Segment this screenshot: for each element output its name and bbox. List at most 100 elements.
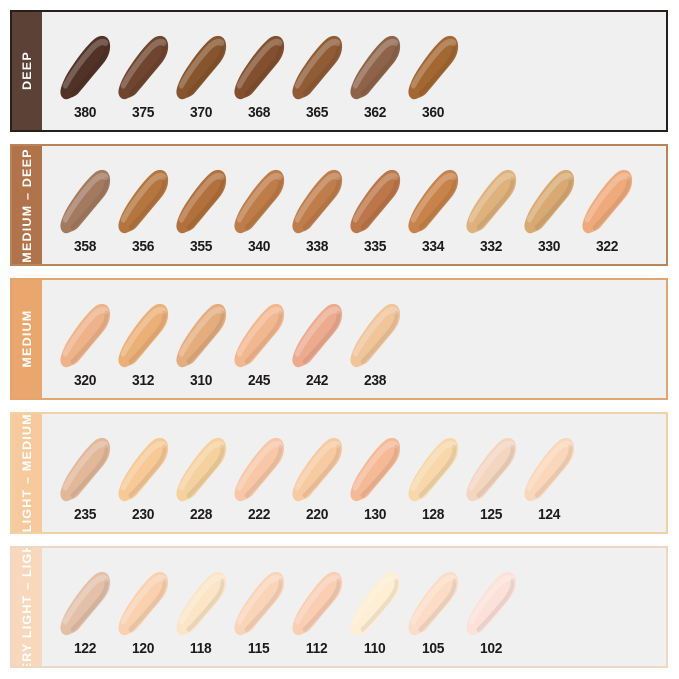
shade-swatch: 130 — [346, 432, 404, 523]
swatch-list: 235 230 228 222 220 — [42, 414, 578, 532]
foundation-smear-icon — [350, 571, 401, 636]
shade-swatch: 105 — [404, 566, 462, 657]
foundation-smear-icon — [234, 571, 285, 636]
foundation-smear-icon — [176, 35, 227, 100]
row-category-label: LIGHT – MEDIUM — [20, 414, 34, 532]
shade-swatch: 102 — [462, 566, 520, 657]
foundation-smear-icon — [408, 571, 459, 636]
shade-swatch: 368 — [230, 30, 288, 121]
shade-swatch: 118 — [172, 566, 230, 657]
shade-number: 340 — [247, 238, 271, 255]
shade-number: 130 — [363, 506, 387, 523]
shade-number: 365 — [305, 104, 329, 121]
row-category-sidebar: LIGHT – MEDIUM — [12, 414, 42, 532]
shade-number: 110 — [364, 640, 386, 657]
shade-swatch: 338 — [288, 164, 346, 255]
foundation-smear-icon — [408, 169, 459, 234]
shade-number: 245 — [247, 372, 271, 389]
shade-number: 356 — [131, 238, 155, 255]
foundation-smear-icon — [118, 571, 169, 636]
shade-number: 355 — [189, 238, 213, 255]
shade-number: 230 — [131, 506, 155, 523]
shade-number: 220 — [305, 506, 329, 523]
shade-row: MEDIUM 320 312 310 245 — [10, 278, 668, 400]
swatch-list: 320 312 310 245 242 — [42, 280, 404, 398]
shade-number: 362 — [363, 104, 387, 121]
shade-swatch: 220 — [288, 432, 346, 523]
shade-number: 310 — [189, 372, 213, 389]
shade-number: 105 — [421, 640, 445, 657]
shade-number: 222 — [247, 506, 271, 523]
shade-number: 124 — [537, 506, 561, 523]
shade-swatch: 242 — [288, 298, 346, 389]
foundation-smear-icon — [524, 169, 575, 234]
shade-number: 120 — [131, 640, 155, 657]
shade-row: LIGHT – MEDIUM 235 230 228 — [10, 412, 668, 534]
foundation-smear-icon — [176, 437, 227, 502]
foundation-smear-icon — [466, 169, 517, 234]
foundation-smear-icon — [60, 35, 111, 100]
foundation-smear-icon — [60, 303, 111, 368]
shade-number: 332 — [479, 238, 503, 255]
foundation-smear-icon — [176, 303, 227, 368]
shade-number: 320 — [73, 372, 97, 389]
shade-number: 358 — [73, 238, 97, 255]
shade-number: 102 — [479, 640, 503, 657]
shade-number: 380 — [73, 104, 97, 121]
shade-number: 122 — [73, 640, 97, 657]
foundation-smear-icon — [234, 35, 285, 100]
swatch-list: 358 356 355 340 338 — [42, 146, 636, 264]
foundation-smear-icon — [350, 35, 401, 100]
shade-swatch: 360 — [404, 30, 462, 121]
shade-swatch: 320 — [56, 298, 114, 389]
shade-swatch: 322 — [578, 164, 636, 255]
shade-swatch: 355 — [172, 164, 230, 255]
foundation-smear-icon — [466, 571, 517, 636]
shade-swatch: 112 — [288, 566, 346, 657]
foundation-smear-icon — [292, 303, 343, 368]
shade-number: 334 — [421, 238, 445, 255]
shade-swatch: 245 — [230, 298, 288, 389]
foundation-smear-icon — [118, 169, 169, 234]
foundation-smear-icon — [118, 303, 169, 368]
shade-swatch: 380 — [56, 30, 114, 121]
row-category-sidebar: MEDIUM – DEEP — [12, 146, 42, 264]
shade-number: 115 — [248, 640, 270, 657]
foundation-smear-icon — [408, 35, 459, 100]
shade-swatch: 335 — [346, 164, 404, 255]
foundation-smear-icon — [292, 437, 343, 502]
shade-number: 370 — [189, 104, 213, 121]
shade-number: 322 — [595, 238, 619, 255]
foundation-smear-icon — [60, 437, 111, 502]
foundation-smear-icon — [292, 35, 343, 100]
foundation-smear-icon — [60, 571, 111, 636]
row-category-sidebar: VERY LIGHT – LIGHT — [12, 548, 42, 666]
shade-row: MEDIUM – DEEP 358 356 355 — [10, 144, 668, 266]
shade-number: 242 — [305, 372, 329, 389]
shade-swatch: 356 — [114, 164, 172, 255]
shade-swatch: 228 — [172, 432, 230, 523]
foundation-smear-icon — [350, 169, 401, 234]
shade-swatch: 115 — [230, 566, 288, 657]
foundation-smear-icon — [466, 437, 517, 502]
foundation-smear-icon — [176, 571, 227, 636]
shade-swatch: 222 — [230, 432, 288, 523]
shade-number: 338 — [305, 238, 329, 255]
shade-number: 330 — [537, 238, 561, 255]
shade-swatch: 330 — [520, 164, 578, 255]
foundation-smear-icon — [234, 169, 285, 234]
foundation-smear-icon — [234, 437, 285, 502]
shade-row: VERY LIGHT – LIGHT 122 120 118 — [10, 546, 668, 668]
shade-swatch: 334 — [404, 164, 462, 255]
foundation-smear-icon — [118, 437, 169, 502]
shade-number: 375 — [131, 104, 155, 121]
shade-swatch: 110 — [346, 566, 404, 657]
shade-number: 335 — [363, 238, 387, 255]
shade-number: 368 — [247, 104, 271, 121]
shade-swatch: 358 — [56, 164, 114, 255]
shade-swatch: 310 — [172, 298, 230, 389]
foundation-smear-icon — [118, 35, 169, 100]
shade-number: 235 — [73, 506, 97, 523]
shade-swatch: 312 — [114, 298, 172, 389]
